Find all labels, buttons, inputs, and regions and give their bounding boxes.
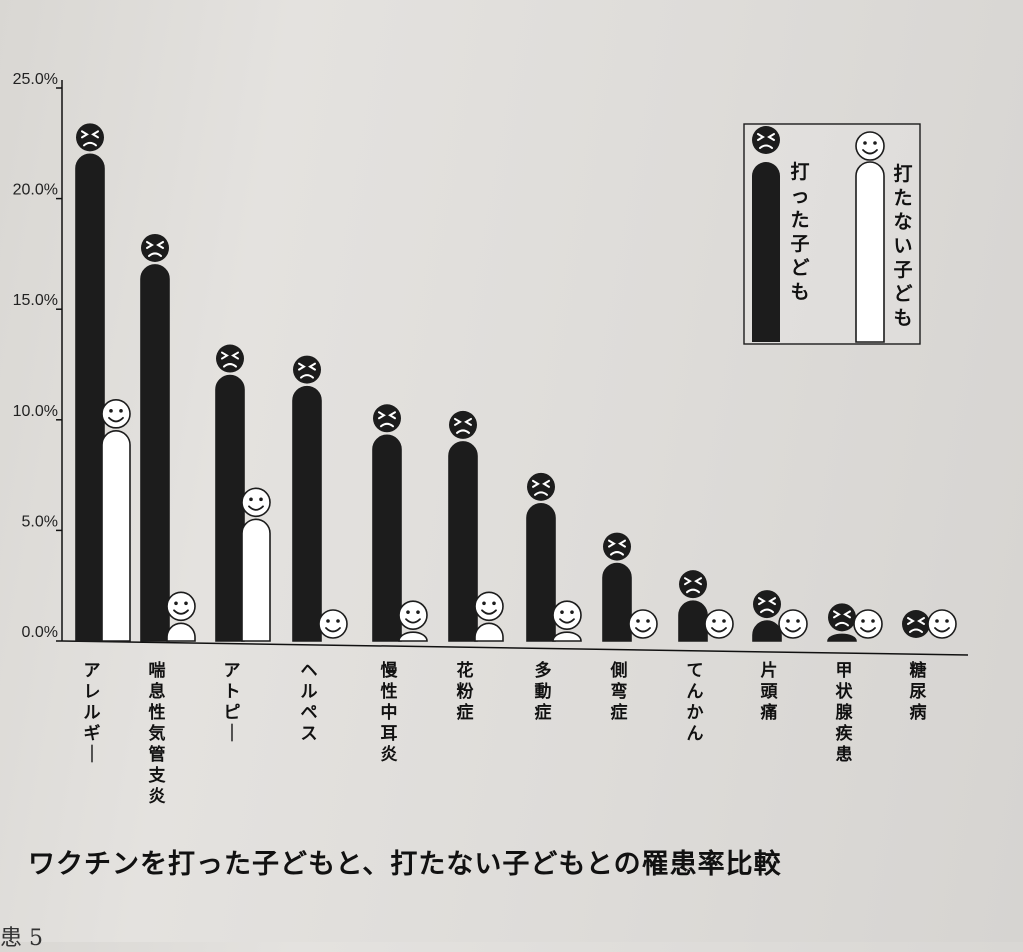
x-category-label: 側弯症 <box>610 660 628 723</box>
footer-text: 患 5 <box>0 926 43 951</box>
legend-bar-unvaccinated <box>855 161 885 343</box>
angry-face-icon <box>679 570 707 599</box>
angry-face-icon <box>527 472 555 501</box>
angry-face-icon <box>828 603 856 632</box>
bar-vaccinated <box>75 153 105 642</box>
smiley-face-icon <box>241 487 271 518</box>
smiley-face-icon <box>853 609 883 639</box>
legend: 打った子ども 打たない子ども <box>743 123 921 345</box>
bar-unvaccinated <box>398 631 428 642</box>
bar-vaccinated <box>448 441 478 642</box>
y-axis: 0.0% 5.0% 10.0% 15.0% 20.0% 25.0% <box>13 71 969 656</box>
smiley-face-icon <box>927 609 957 639</box>
angry-face-icon <box>216 344 244 373</box>
bar-unvaccinated <box>552 631 582 642</box>
bar-vaccinated <box>526 503 556 642</box>
y-tick-label: 0.0% <box>22 624 58 641</box>
x-category-label: 多動症 <box>535 660 552 723</box>
bar-vaccinated <box>827 633 857 642</box>
x-category-label: 片頭痛 <box>761 660 779 723</box>
angry-face-icon <box>449 410 477 439</box>
angry-face-icon <box>141 233 169 262</box>
bar-chart: 0.0% 5.0% 10.0% 15.0% 20.0% 25.0% アレルギ｜ 喘息性気管支… <box>13 71 969 807</box>
bar-unvaccinated <box>241 518 271 642</box>
bar-unvaccinated <box>474 622 504 642</box>
legend-bar-vaccinated <box>752 162 780 342</box>
bar-vaccinated <box>752 620 782 642</box>
angry-face-icon <box>752 126 780 154</box>
x-category-label: アトピ｜ <box>224 661 241 744</box>
x-category-label: 花粉症 <box>457 660 474 723</box>
y-tick-label: 25.0% <box>13 71 58 88</box>
bar-vaccinated <box>678 600 708 642</box>
bar-unvaccinated <box>166 622 196 642</box>
bar-unvaccinated <box>101 430 131 642</box>
legend-label-vaccinated: 打った子ども <box>790 160 809 303</box>
bar-vaccinated <box>292 385 322 642</box>
chart-title: ワクチンを打った子どもと、打たない子どもとの罹患率比較 <box>28 849 782 880</box>
x-category-label: ヘルペス <box>301 661 318 744</box>
x-axis-line <box>61 640 969 656</box>
smiley-face-icon <box>474 591 504 622</box>
smiley-face-icon <box>628 609 658 639</box>
bars <box>75 123 957 642</box>
smiley-face-icon <box>704 609 734 639</box>
x-category-label: 甲状腺疾患 <box>836 661 854 765</box>
angry-face-icon <box>902 610 930 638</box>
x-axis-labels: アレルギ｜ 喘息性気管支炎 アトピ｜ ヘルペス 慢性中耳炎 花粉症 多動症 側弯症 てんかん 片頭… <box>84 660 927 807</box>
y-tick-label: 5.0% <box>22 513 58 530</box>
angry-face-icon <box>373 404 401 433</box>
smiley-face-icon <box>855 131 885 161</box>
smiley-face-icon <box>101 399 131 429</box>
smiley-face-icon <box>166 591 196 622</box>
y-tick-label: 15.0% <box>13 292 58 309</box>
y-tick-label: 20.0% <box>13 182 58 199</box>
x-category-label: 慢性中耳炎 <box>381 660 399 765</box>
x-category-label: てんかん <box>687 661 704 744</box>
angry-face-icon <box>76 123 104 152</box>
y-tick-label: 10.0% <box>13 403 58 420</box>
smiley-face-icon <box>552 600 582 630</box>
angry-face-icon <box>293 355 321 384</box>
x-category-label: 喘息性気管支炎 <box>148 660 167 807</box>
angry-face-icon <box>603 532 631 561</box>
smiley-face-icon <box>398 600 428 630</box>
smiley-face-icon <box>318 609 348 639</box>
x-category-label: アレルギ｜ <box>84 661 101 765</box>
x-category-label: 糖尿病 <box>910 660 927 723</box>
bar-vaccinated <box>140 264 170 642</box>
bar-vaccinated <box>215 374 245 642</box>
bar-vaccinated <box>602 562 632 642</box>
bar-vaccinated <box>372 434 402 642</box>
legend-label-unvaccinated: 打たない子ども <box>893 162 912 329</box>
angry-face-icon <box>753 590 781 619</box>
smiley-face-icon <box>778 609 808 639</box>
